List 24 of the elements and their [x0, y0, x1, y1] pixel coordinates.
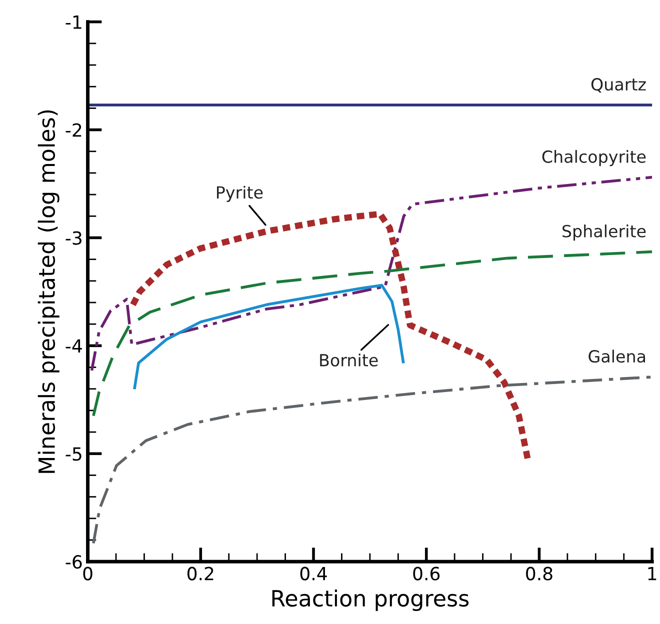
x-tick-label: 1: [648, 567, 656, 580]
y-axis-title: Minerals precipitated (log moles): [38, 110, 60, 473]
line-series: [133, 284, 405, 390]
y-tick-label: -6: [66, 555, 82, 569]
y-tick-label: -4: [66, 339, 82, 353]
y-tick-label: -5: [66, 447, 82, 461]
line-series: [92, 376, 652, 545]
x-tick-label: 0.2: [187, 566, 214, 580]
x-tick-label: 0: [83, 566, 92, 580]
series-label: Bornite: [320, 354, 378, 366]
line-series: [90, 176, 652, 372]
y-tick-label: -3: [66, 231, 82, 245]
series-label: Galena: [588, 350, 646, 363]
x-tick-label: 0.4: [300, 566, 327, 580]
line-series: [92, 250, 652, 418]
series-label: Chalcopyrite: [542, 150, 646, 166]
series-label: Quartz: [591, 78, 646, 93]
x-tick-label: 0.6: [413, 566, 440, 580]
y-tick-label: -2: [66, 123, 82, 137]
series-label: Pyrite: [216, 186, 263, 202]
x-tick-label: 0.8: [526, 566, 552, 580]
y-tick-label: -1: [66, 16, 82, 29]
x-axis-title: Reaction progress: [272, 589, 469, 611]
series-label: Sphalerite: [562, 224, 646, 241]
